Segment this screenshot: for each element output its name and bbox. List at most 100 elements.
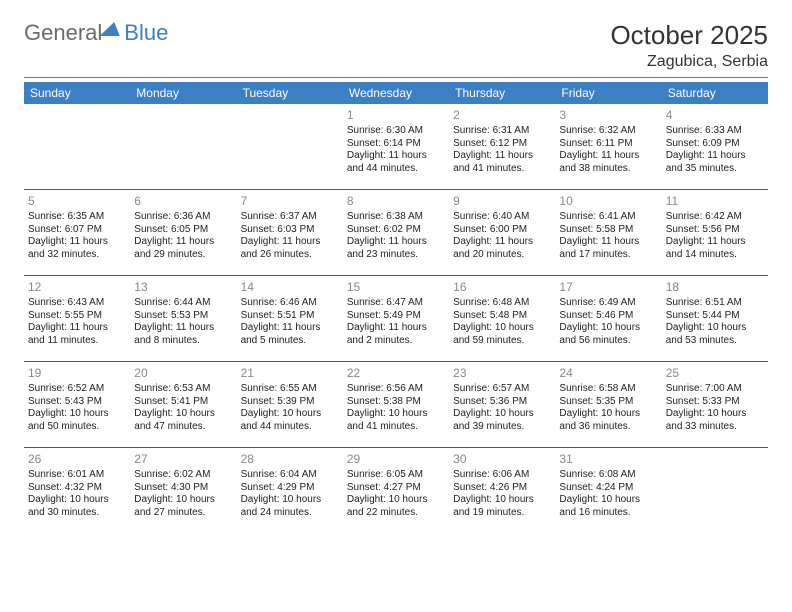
sunrise-line: Sunrise: 6:06 AM <box>453 469 551 482</box>
sunrise-line: Sunrise: 7:00 AM <box>666 383 764 396</box>
sunset-line: Sunset: 6:09 PM <box>666 138 764 151</box>
sunrise-line: Sunrise: 6:08 AM <box>559 469 657 482</box>
calendar-cell: 9Sunrise: 6:40 AMSunset: 6:00 PMDaylight… <box>449 190 555 276</box>
day-number: 27 <box>134 452 232 467</box>
daylight-line: and 2 minutes. <box>347 335 445 348</box>
sunset-line: Sunset: 5:36 PM <box>453 396 551 409</box>
sunset-line: Sunset: 4:32 PM <box>28 482 126 495</box>
day-number: 16 <box>453 280 551 295</box>
dayhead-mon: Monday <box>130 82 236 104</box>
sunset-line: Sunset: 5:43 PM <box>28 396 126 409</box>
sunrise-line: Sunrise: 6:42 AM <box>666 211 764 224</box>
daylight-line: and 56 minutes. <box>559 335 657 348</box>
daylight-line: and 29 minutes. <box>134 249 232 262</box>
calendar-cell: 29Sunrise: 6:05 AMSunset: 4:27 PMDayligh… <box>343 448 449 534</box>
dayhead-thu: Thursday <box>449 82 555 104</box>
header-divider <box>24 77 768 78</box>
daylight-line: Daylight: 11 hours <box>666 236 764 249</box>
header-row: General Blue October 2025 Zagubica, Serb… <box>24 20 768 71</box>
daylight-line: Daylight: 10 hours <box>241 408 339 421</box>
calendar-cell: 11Sunrise: 6:42 AMSunset: 5:56 PMDayligh… <box>662 190 768 276</box>
daylight-line: Daylight: 11 hours <box>666 150 764 163</box>
calendar-cell: 25 Sunrise: 7:00 AMSunset: 5:33 PMDayligh… <box>662 362 768 448</box>
calendar-cell: 12Sunrise: 6:43 AMSunset: 5:55 PMDayligh… <box>24 276 130 362</box>
calendar-cell: 7Sunrise: 6:37 AMSunset: 6:03 PMDaylight… <box>237 190 343 276</box>
sunrise-line: Sunrise: 6:30 AM <box>347 125 445 138</box>
calendar-cell: 21Sunrise: 6:55 AMSunset: 5:39 PMDayligh… <box>237 362 343 448</box>
sunrise-line: Sunrise: 6:01 AM <box>28 469 126 482</box>
dayhead-tue: Tuesday <box>237 82 343 104</box>
sunset-line: Sunset: 4:24 PM <box>559 482 657 495</box>
daylight-line: Daylight: 11 hours <box>28 322 126 335</box>
day-number: 23 <box>453 366 551 381</box>
day-number: 13 <box>134 280 232 295</box>
calendar-grid: Sunday Monday Tuesday Wednesday Thursday… <box>24 82 768 534</box>
day-number: 6 <box>134 194 232 209</box>
daylight-line: Daylight: 10 hours <box>134 494 232 507</box>
day-number: 31 <box>559 452 657 467</box>
daylight-line: Daylight: 10 hours <box>28 408 126 421</box>
dayhead-sun: Sunday <box>24 82 130 104</box>
daylight-line: Daylight: 11 hours <box>241 236 339 249</box>
calendar-cell: 22Sunrise: 6:56 AMSunset: 5:38 PMDayligh… <box>343 362 449 448</box>
day-number: 24 <box>559 366 657 381</box>
daylight-line: and 32 minutes. <box>28 249 126 262</box>
sunrise-line: Sunrise: 6:35 AM <box>28 211 126 224</box>
day-number: 29 <box>347 452 445 467</box>
daylight-line: and 16 minutes. <box>559 507 657 520</box>
calendar-cell: 16Sunrise: 6:48 AMSunset: 5:48 PMDayligh… <box>449 276 555 362</box>
day-number: 30 <box>453 452 551 467</box>
sunrise-line: Sunrise: 6:38 AM <box>347 211 445 224</box>
sunset-line: Sunset: 5:53 PM <box>134 310 232 323</box>
dayhead-wed: Wednesday <box>343 82 449 104</box>
daylight-line: Daylight: 10 hours <box>241 494 339 507</box>
daylight-line: Daylight: 10 hours <box>559 408 657 421</box>
daylight-line: and 53 minutes. <box>666 335 764 348</box>
sunrise-line: Sunrise: 6:44 AM <box>134 297 232 310</box>
sunrise-line: Sunrise: 6:04 AM <box>241 469 339 482</box>
calendar-cell: 2Sunrise: 6:31 AMSunset: 6:12 PMDaylight… <box>449 104 555 190</box>
daylight-line: and 8 minutes. <box>134 335 232 348</box>
daylight-line: and 44 minutes. <box>347 163 445 176</box>
daylight-line: and 41 minutes. <box>347 421 445 434</box>
calendar-cell: 1Sunrise: 6:30 AMSunset: 6:14 PMDaylight… <box>343 104 449 190</box>
sunset-line: Sunset: 5:44 PM <box>666 310 764 323</box>
day-number: 18 <box>666 280 764 295</box>
day-number: 12 <box>28 280 126 295</box>
sunset-line: Sunset: 4:30 PM <box>134 482 232 495</box>
calendar-cell: 28Sunrise: 6:04 AMSunset: 4:29 PMDayligh… <box>237 448 343 534</box>
daylight-line: Daylight: 10 hours <box>134 408 232 421</box>
daylight-line: and 24 minutes. <box>241 507 339 520</box>
daylight-line: and 38 minutes. <box>559 163 657 176</box>
day-number: 4 <box>666 108 764 123</box>
sunset-line: Sunset: 5:38 PM <box>347 396 445 409</box>
daylight-line: and 59 minutes. <box>453 335 551 348</box>
day-number: 11 <box>666 194 764 209</box>
title-block: October 2025 Zagubica, Serbia <box>610 20 768 71</box>
day-number: 9 <box>453 194 551 209</box>
day-number: 25 <box>666 366 764 381</box>
daylight-line: Daylight: 10 hours <box>666 408 764 421</box>
sunrise-line: Sunrise: 6:37 AM <box>241 211 339 224</box>
calendar-cell: 26Sunrise: 6:01 AMSunset: 4:32 PMDayligh… <box>24 448 130 534</box>
daylight-line: Daylight: 10 hours <box>453 408 551 421</box>
sunset-line: Sunset: 6:00 PM <box>453 224 551 237</box>
daylight-line: Daylight: 11 hours <box>559 236 657 249</box>
day-number: 15 <box>347 280 445 295</box>
sunrise-line: Sunrise: 6:32 AM <box>559 125 657 138</box>
daylight-line: Daylight: 11 hours <box>453 150 551 163</box>
sunset-line: Sunset: 5:33 PM <box>666 396 764 409</box>
calendar-cell: 10Sunrise: 6:41 AMSunset: 5:58 PMDayligh… <box>555 190 661 276</box>
sunrise-line: Sunrise: 6:41 AM <box>559 211 657 224</box>
logo-text-general: General <box>24 20 102 46</box>
day-number: 28 <box>241 452 339 467</box>
sunset-line: Sunset: 6:02 PM <box>347 224 445 237</box>
sunrise-line: Sunrise: 6:46 AM <box>241 297 339 310</box>
day-number: 14 <box>241 280 339 295</box>
calendar-cell: 19Sunrise: 6:52 AMSunset: 5:43 PMDayligh… <box>24 362 130 448</box>
calendar-cell <box>130 104 236 190</box>
calendar-cell: 24Sunrise: 6:58 AMSunset: 5:35 PMDayligh… <box>555 362 661 448</box>
calendar-cell: 20Sunrise: 6:53 AMSunset: 5:41 PMDayligh… <box>130 362 236 448</box>
daylight-line: and 26 minutes. <box>241 249 339 262</box>
location-label: Zagubica, Serbia <box>610 53 768 71</box>
